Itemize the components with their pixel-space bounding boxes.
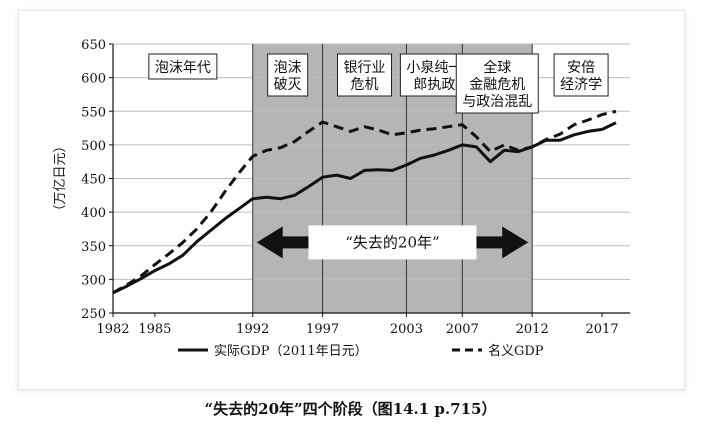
legend-label: 名义GDP (488, 343, 544, 359)
period-label-box (337, 53, 393, 97)
period-label-line: 泡沫 (274, 60, 302, 76)
x-tick-label: 1982 (96, 322, 129, 337)
y-tick-label: 250 (81, 307, 106, 322)
arrow-head-right (502, 226, 529, 259)
nominal-gdp-line (112, 109, 617, 295)
y-tick-label: 500 (81, 139, 106, 154)
period-label-line: 破灭 (274, 77, 302, 93)
y-tick-label: 650 (81, 38, 106, 53)
period-label-line: 银行业 (344, 60, 386, 76)
period-label-line: 泡沫年代 (155, 60, 211, 76)
arrow-label-box (308, 225, 477, 260)
y-tick-label: 350 (81, 240, 106, 255)
period-label-line: 危机 (351, 77, 379, 93)
x-tick-label: 1997 (306, 322, 339, 337)
y-tick-label: 600 (81, 72, 106, 87)
x-tick-label: 2012 (516, 322, 549, 337)
x-tick-label: 2017 (586, 322, 619, 337)
arrow-label: “失去的20年” (345, 233, 439, 251)
y-axis-label: （万亿日元） (53, 139, 68, 217)
period-label-line: 金融危机 (469, 77, 525, 93)
period-label-line: 经济学 (560, 77, 602, 93)
figure-caption: “失去的20年”四个阶段（图14.1 p.715） (204, 400, 497, 418)
x-tick-label: 1992 (236, 322, 269, 337)
y-tick-label: 400 (81, 206, 106, 221)
x-tick-label: 1985 (138, 322, 171, 337)
y-tick-label: 450 (81, 173, 106, 188)
legend-label: 实际GDP（2011年日元） (214, 344, 368, 359)
period-label-line: 与政治混乱 (462, 94, 532, 110)
period-label-box (148, 53, 218, 80)
arrow-head-left (256, 226, 283, 259)
y-tick-label: 300 (81, 273, 106, 288)
x-tick-label: 2003 (390, 322, 423, 337)
y-tick-label: 550 (81, 105, 106, 120)
period-label-box (455, 53, 539, 114)
period-label-box (553, 53, 609, 97)
period-label-line: 小泉纯一 (406, 59, 462, 76)
gdp-line-chart: 250 300 350 400 450 500 550 600 650 1982 1985 1992 1… (53, 38, 630, 359)
x-tick-label: 2007 (446, 322, 479, 337)
period-label-line: 安倍 (567, 60, 595, 76)
period-label-line: 郎执政 (413, 77, 455, 93)
period-label-box (267, 53, 309, 97)
period-label-line: 全球 (483, 59, 511, 76)
